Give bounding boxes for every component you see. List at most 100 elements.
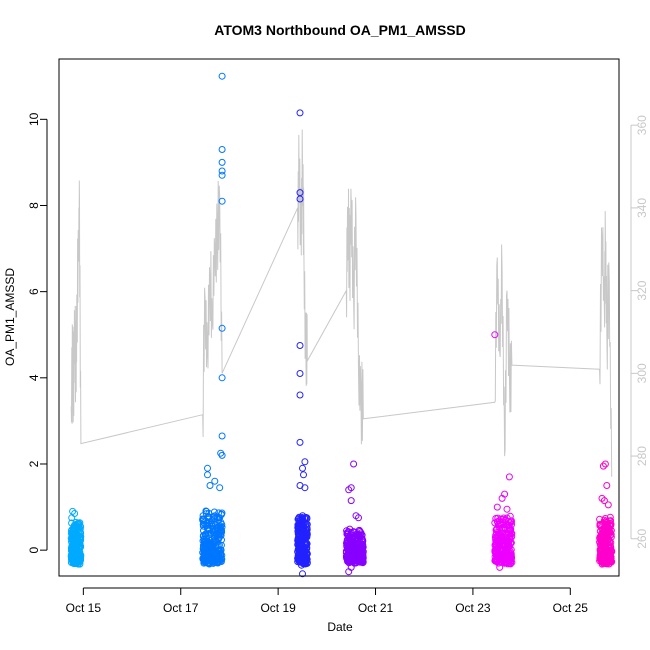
data-point	[76, 540, 83, 548]
data-point	[215, 509, 223, 517]
data-point-outlier	[299, 464, 306, 472]
data-point-outlier	[604, 501, 612, 509]
x-tick-label: Oct 25	[553, 601, 589, 615]
x-tick-label: Oct 21	[358, 601, 394, 615]
data-point	[358, 536, 366, 544]
data-point	[508, 558, 516, 566]
data-point	[505, 521, 513, 529]
data-point	[215, 541, 223, 549]
data-point	[213, 558, 221, 566]
data-point	[604, 549, 612, 557]
data-point-outlier	[216, 484, 224, 492]
data-point-outlier	[69, 507, 77, 515]
data-point	[204, 514, 212, 521]
x-tick-label: Oct 17	[163, 601, 199, 615]
data-point	[204, 554, 212, 562]
data-points-layer	[67, 72, 616, 578]
data-point	[498, 533, 506, 541]
data-point	[67, 547, 75, 555]
data-point	[507, 550, 515, 558]
data-point	[215, 533, 223, 541]
y2-tick-label: 300	[635, 363, 649, 383]
data-point-outlier	[218, 167, 226, 175]
data-point	[69, 524, 77, 532]
data-point	[493, 518, 501, 526]
data-point	[296, 518, 304, 526]
y-tick-label: 4	[27, 374, 41, 381]
data-point	[206, 543, 214, 551]
data-point	[209, 554, 217, 562]
data-point	[596, 520, 604, 528]
x-axis-label: Date	[327, 620, 353, 634]
data-point-outlier	[601, 460, 609, 468]
data-point	[218, 509, 226, 517]
data-point	[72, 554, 80, 562]
data-point-outlier	[347, 563, 355, 571]
data-point	[504, 518, 512, 526]
data-point	[493, 525, 501, 533]
data-point-outlier	[498, 494, 506, 502]
y2-tick-label: 280	[635, 446, 649, 466]
data-point	[200, 546, 208, 554]
data-point	[596, 533, 604, 541]
data-point	[353, 530, 361, 538]
data-point	[607, 558, 615, 566]
data-point-outlier	[299, 570, 306, 578]
data-point	[205, 534, 213, 542]
data-point-outlier	[598, 494, 606, 502]
data-point	[600, 528, 607, 536]
data-point-outlier	[218, 158, 226, 166]
data-point-outlier	[600, 555, 608, 563]
data-point-outlier	[218, 451, 226, 459]
y2-tick-label: 260	[635, 528, 649, 548]
data-point-outlier	[211, 477, 219, 485]
data-point	[201, 520, 209, 528]
data-point	[199, 522, 207, 530]
data-point-outlier	[296, 342, 304, 349]
data-point	[210, 513, 217, 521]
data-point	[297, 554, 305, 562]
data-point	[205, 509, 213, 517]
data-point-outlier	[347, 497, 355, 505]
data-point	[499, 537, 507, 544]
data-point	[75, 544, 82, 552]
data-point	[218, 527, 225, 535]
data-point	[199, 542, 207, 550]
data-point-outlier	[345, 486, 353, 494]
data-point-outlier	[296, 109, 304, 117]
data-point	[494, 514, 502, 522]
data-point	[606, 531, 614, 539]
chart-title: ATOM3 Northbound OA_PM1_AMSSD	[214, 22, 466, 38]
altitude-series-line	[70, 129, 613, 477]
data-point-outlier	[355, 514, 362, 522]
data-point-outlier	[599, 462, 607, 470]
data-point	[348, 547, 356, 555]
data-point-outlier	[350, 460, 358, 468]
data-point-outlier	[298, 561, 305, 569]
y-axis-label: OA_PM1_AMSSD	[3, 268, 17, 366]
data-point	[213, 513, 221, 521]
y2-tick-label: 340	[635, 198, 649, 218]
data-point-outlier	[493, 503, 501, 511]
data-point-outlier	[296, 438, 304, 446]
data-point	[354, 557, 362, 565]
data-point-outlier	[218, 432, 226, 440]
data-point	[505, 540, 513, 548]
data-point-outlier	[491, 331, 499, 339]
data-point	[201, 553, 209, 560]
data-point-outlier	[218, 374, 226, 382]
data-point-outlier	[496, 563, 504, 571]
y-tick-label: 2	[27, 460, 41, 467]
data-point-outlier	[296, 195, 304, 203]
data-point	[73, 524, 81, 532]
y-tick-label: 8	[27, 202, 41, 209]
data-point	[216, 522, 224, 530]
data-point	[507, 518, 515, 526]
y2-tick-label: 320	[635, 280, 649, 300]
data-point	[354, 537, 362, 545]
data-point	[358, 531, 366, 539]
data-point	[507, 546, 515, 554]
data-point	[205, 559, 213, 567]
